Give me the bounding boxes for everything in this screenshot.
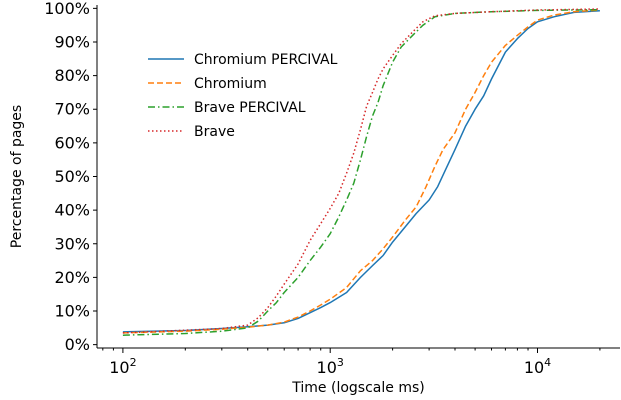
- y-tick-label: 30%: [54, 234, 90, 253]
- series-layer: [122, 8, 600, 336]
- legend-label-0: Chromium PERCIVAL: [194, 52, 338, 68]
- x-ticks: 102 103 104: [102, 348, 601, 377]
- y-tick-label: 10%: [54, 302, 90, 321]
- legend: Chromium PERCIVAL Chromium Brave PERCIVAL B…: [148, 52, 338, 140]
- y-tick-label: 60%: [54, 133, 90, 152]
- legend-label-3: Brave: [194, 124, 235, 140]
- series-line-2: [122, 8, 600, 336]
- y-tick-label: 40%: [54, 201, 90, 220]
- y-tick-label: 20%: [54, 268, 90, 287]
- y-tick-label: 100%: [44, 0, 90, 18]
- series-line-0: [122, 9, 600, 333]
- axes-layer: [96, 5, 620, 349]
- y-tick-label: 90%: [54, 32, 90, 51]
- x-tick-label: 102: [109, 356, 136, 377]
- y-tick-label: 80%: [54, 66, 90, 85]
- series-line-3: [122, 8, 600, 334]
- y-tick-label: 70%: [54, 100, 90, 119]
- legend-label-2: Brave PERCIVAL: [194, 100, 306, 116]
- y-tick-label: 50%: [54, 167, 90, 186]
- y-tick-label: 0%: [65, 335, 90, 354]
- x-axis-label: Time (logscale ms): [291, 380, 424, 396]
- x-tick-label: 103: [317, 356, 344, 377]
- y-axis-label: Percentage of pages: [9, 105, 25, 248]
- legend-label-1: Chromium: [194, 76, 267, 92]
- x-tick-label: 104: [524, 356, 551, 377]
- series-line-1: [122, 9, 600, 334]
- y-ticks: 0% 10% 20% 30% 40% 50% 60% 70% 80% 90% 100%: [44, 0, 97, 354]
